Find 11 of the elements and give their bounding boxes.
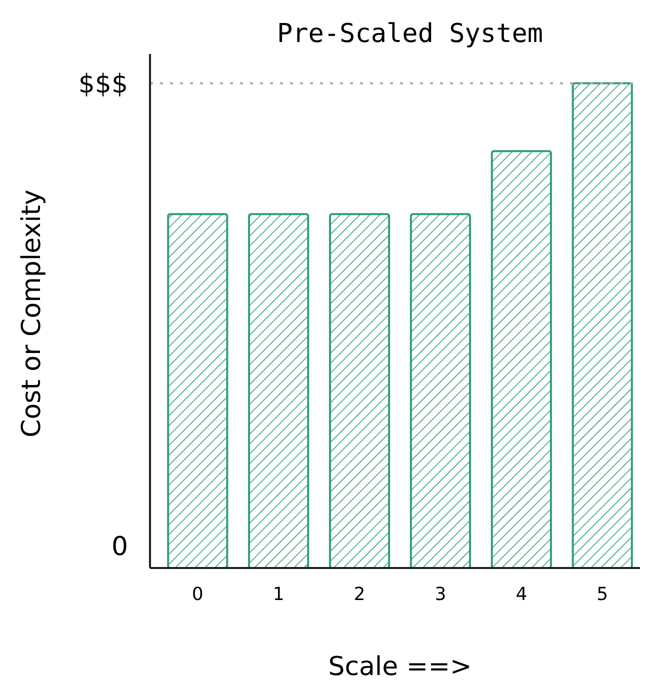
x-axis-title: Scale ==>	[328, 652, 472, 682]
text: 0	[111, 532, 128, 562]
chart-title: Pre-Scaled System	[276, 19, 544, 49]
x-tick-label: 1	[272, 584, 284, 605]
x-tick-label: 5	[596, 584, 608, 605]
x-tick-label: 2	[354, 584, 366, 605]
y-axis-title: Cost or Complexity	[17, 190, 47, 438]
x-tick-label: 0	[192, 584, 204, 605]
x-tick-label: 3	[434, 584, 446, 605]
ref-line-label: $$$	[78, 69, 128, 100]
x-tick-label: 4	[516, 584, 528, 605]
